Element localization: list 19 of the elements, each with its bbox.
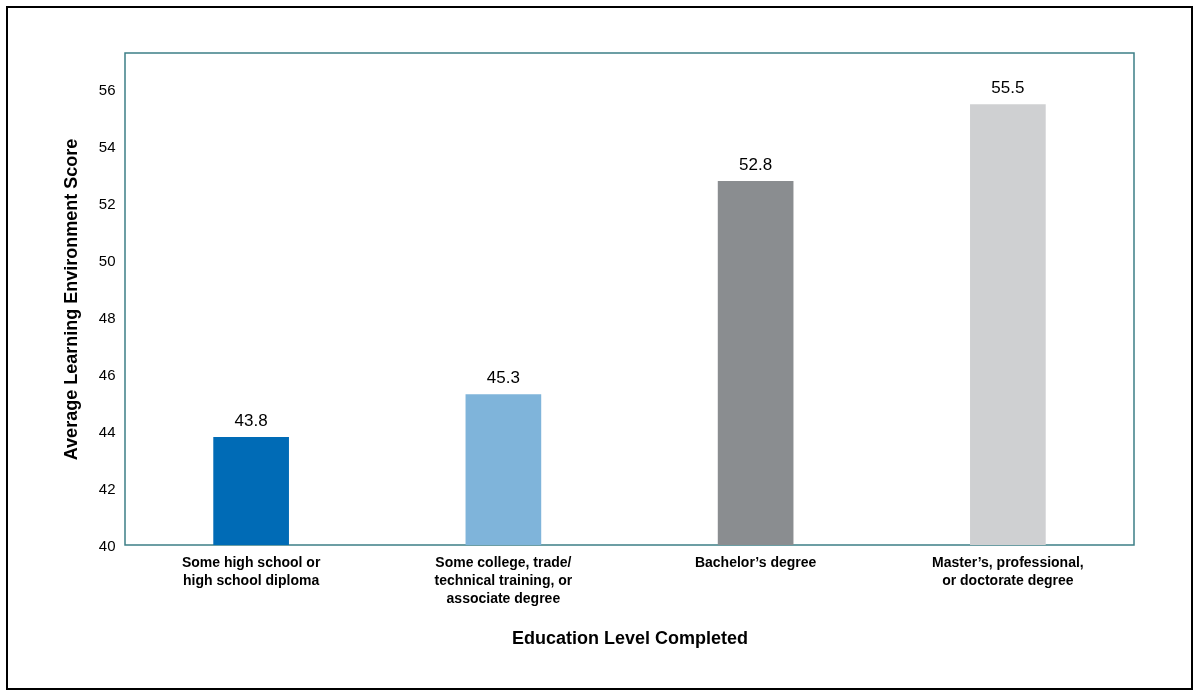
y-tick-label: 54 [98,138,116,156]
x-axis-title: Education Level Completed [511,627,749,648]
y-tick-label: 48 [98,308,116,326]
data-label: 43.8 [234,410,268,430]
data-label: 55.5 [991,78,1025,98]
y-tick-label: 44 [98,422,116,440]
y-tick-label: 50 [98,252,116,270]
y-tick-label: 56 [98,81,116,99]
y-tick-label: 42 [98,479,116,497]
x-tick-label: Master’s, professional, or doctorate degree [932,553,1084,588]
data-label: 45.3 [486,368,520,388]
x-tick-label: Bachelor’s degree [694,553,817,570]
y-tick-label: 46 [98,365,116,383]
x-tick-label: Some high school or high school diploma [181,553,321,588]
data-label: 52.8 [739,154,773,174]
y-tick-label: 52 [98,195,116,213]
x-tick-label: Some college, trade/ technical training, or associate degree [434,553,573,606]
y-axis-title: Average Learning Environment Score [60,138,81,461]
y-tick-label: 40 [98,536,116,554]
